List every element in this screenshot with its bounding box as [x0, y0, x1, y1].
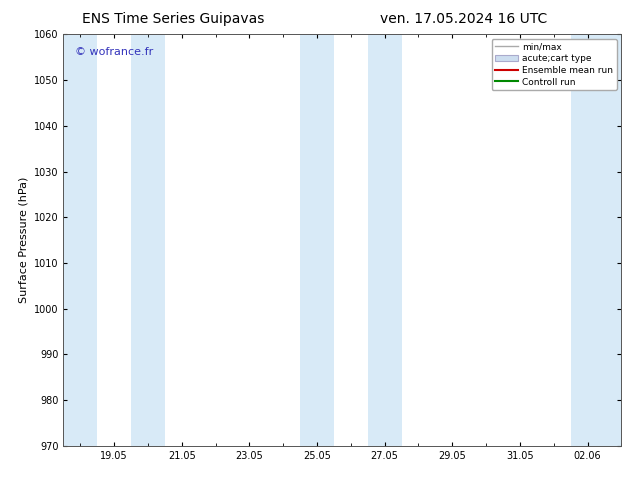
Text: ven. 17.05.2024 16 UTC: ven. 17.05.2024 16 UTC [380, 12, 548, 26]
Y-axis label: Surface Pressure (hPa): Surface Pressure (hPa) [18, 177, 29, 303]
Bar [300, 34, 334, 446]
Bar [571, 34, 621, 446]
Bar [368, 34, 401, 446]
Bar [63, 34, 97, 446]
Text: © wofrance.fr: © wofrance.fr [75, 47, 153, 57]
Bar [131, 34, 165, 446]
Legend: min/max, acute;cart type, Ensemble mean run, Controll run: min/max, acute;cart type, Ensemble mean … [491, 39, 617, 90]
Text: ENS Time Series Guipavas: ENS Time Series Guipavas [82, 12, 265, 26]
